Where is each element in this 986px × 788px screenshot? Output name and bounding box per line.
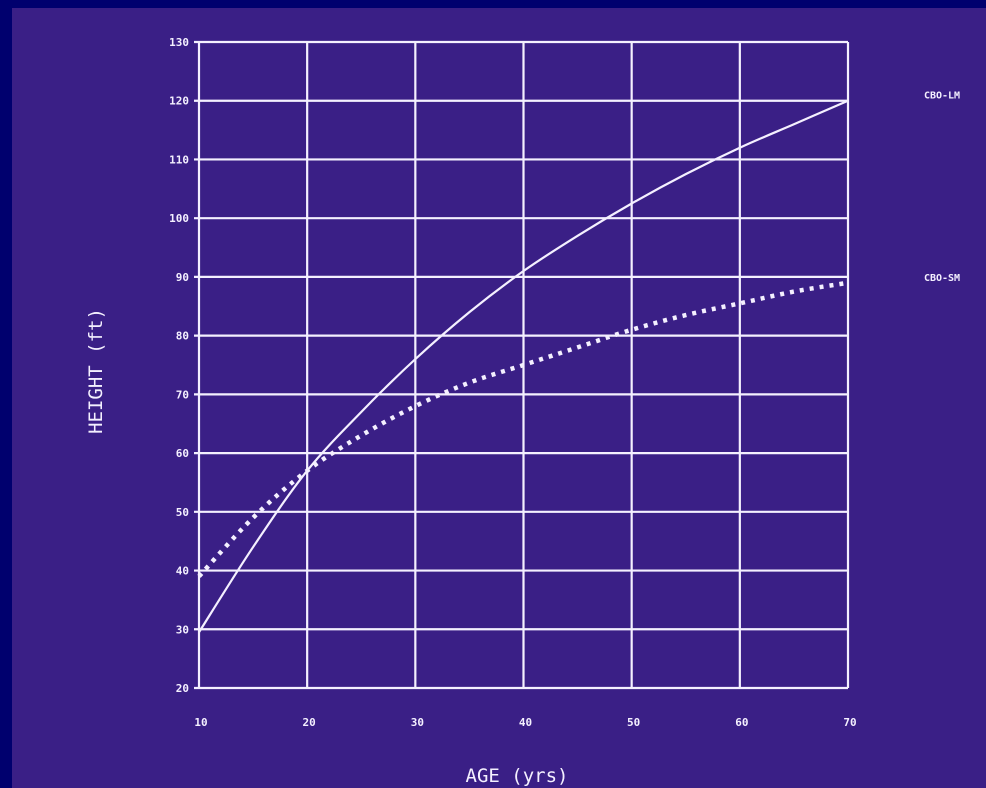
y-axis-title: HEIGHT (ft)	[85, 308, 107, 434]
grid-lines	[194, 40, 850, 690]
x-tick-label: 10	[194, 716, 207, 729]
y-tick-labels: 20 30 40 50 60 70 80 90 100 110 120 130	[169, 36, 189, 695]
y-tick-label: 60	[176, 447, 189, 460]
series-label-cbo-sm: CBO-SM	[924, 273, 960, 284]
y-tick-label: 40	[176, 565, 189, 578]
y-tick-label: 100	[169, 212, 189, 225]
x-tick-label: 60	[735, 716, 748, 729]
y-tick-label: 80	[176, 330, 189, 343]
x-tick-label: 40	[519, 716, 532, 729]
series-labels: CBO-LM CBO-SM	[924, 91, 960, 284]
x-tick-label: 70	[843, 716, 856, 729]
y-tick-label: 50	[176, 506, 189, 519]
y-tick-label: 130	[169, 36, 189, 49]
y-tick-label: 120	[169, 95, 189, 108]
series-lines	[197, 99, 849, 633]
y-tick-label: 20	[176, 682, 189, 695]
series-label-cbo-lm: CBO-LM	[924, 91, 960, 102]
chart-slide: 20 30 40 50 60 70 80 90 100 110 120 130 10 20 30 40 50 6…	[12, 8, 986, 788]
x-axis-title: AGE (yrs)	[466, 765, 569, 787]
x-tick-label: 20	[303, 716, 316, 729]
y-tick-label: 90	[176, 271, 189, 284]
height-vs-age-chart: 20 30 40 50 60 70 80 90 100 110 120 130 10 20 30 40 50 6…	[85, 36, 960, 787]
y-tick-label: 70	[176, 388, 189, 401]
x-tick-label: 50	[627, 716, 640, 729]
series-line-cbo-lm	[198, 99, 849, 633]
x-tick-labels: 10 20 30 40 50 60 70	[194, 716, 856, 729]
y-tick-label: 110	[169, 153, 189, 166]
y-tick-label: 30	[176, 623, 189, 636]
x-tick-label: 30	[411, 716, 424, 729]
